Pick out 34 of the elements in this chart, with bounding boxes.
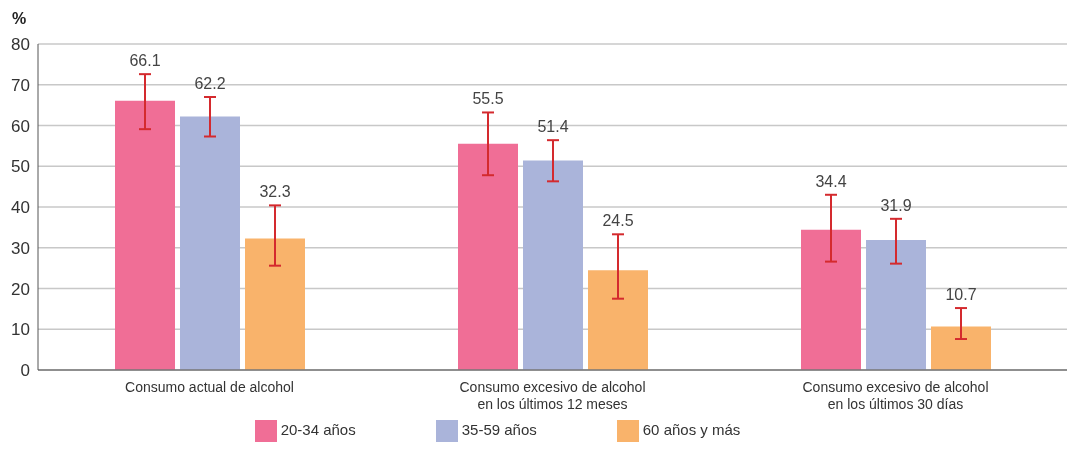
y-tick-label: 70 (11, 75, 30, 95)
x-tick-label: Consumo actual de alcohol (125, 379, 294, 395)
data-label: 62.2 (194, 74, 226, 92)
bar (115, 100, 175, 370)
bar (931, 326, 991, 370)
data-label: 32.3 (259, 183, 291, 201)
data-label: 31.9 (880, 196, 912, 214)
y-tick-label: 50 (11, 157, 30, 177)
bar (866, 240, 926, 370)
x-tick-label: Consumo excesivo de alcohol en los últimos 30 días (802, 379, 989, 412)
bar (588, 270, 648, 370)
legend-label: 20-34 años (280, 421, 356, 439)
data-label: 24.5 (602, 212, 634, 230)
bar (523, 160, 583, 370)
data-label: 51.4 (537, 118, 569, 136)
bar (458, 143, 518, 370)
y-tick-label: 80 (11, 35, 30, 55)
y-tick-label: 0 (20, 361, 30, 381)
y-axis-title: % (12, 10, 27, 28)
y-tick-label: 20 (11, 279, 30, 299)
y-tick-label: 40 (11, 198, 30, 218)
y-tick-label: 60 (11, 116, 30, 136)
legend-label: 60 años y más (642, 421, 741, 439)
y-tick-label: 10 (11, 320, 30, 340)
data-label: 34.4 (815, 172, 847, 190)
bar (180, 116, 240, 370)
data-label: 10.7 (945, 286, 977, 304)
bar (245, 238, 305, 370)
legend-label: 35-59 años (461, 421, 537, 439)
data-label: 55.5 (472, 90, 504, 108)
bar (801, 229, 861, 370)
data-label: 66.1 (129, 52, 161, 70)
x-tick-label: Consumo excesivo de alcohol en los últimos 12 meses (459, 379, 646, 412)
y-tick-label: 30 (11, 238, 30, 258)
